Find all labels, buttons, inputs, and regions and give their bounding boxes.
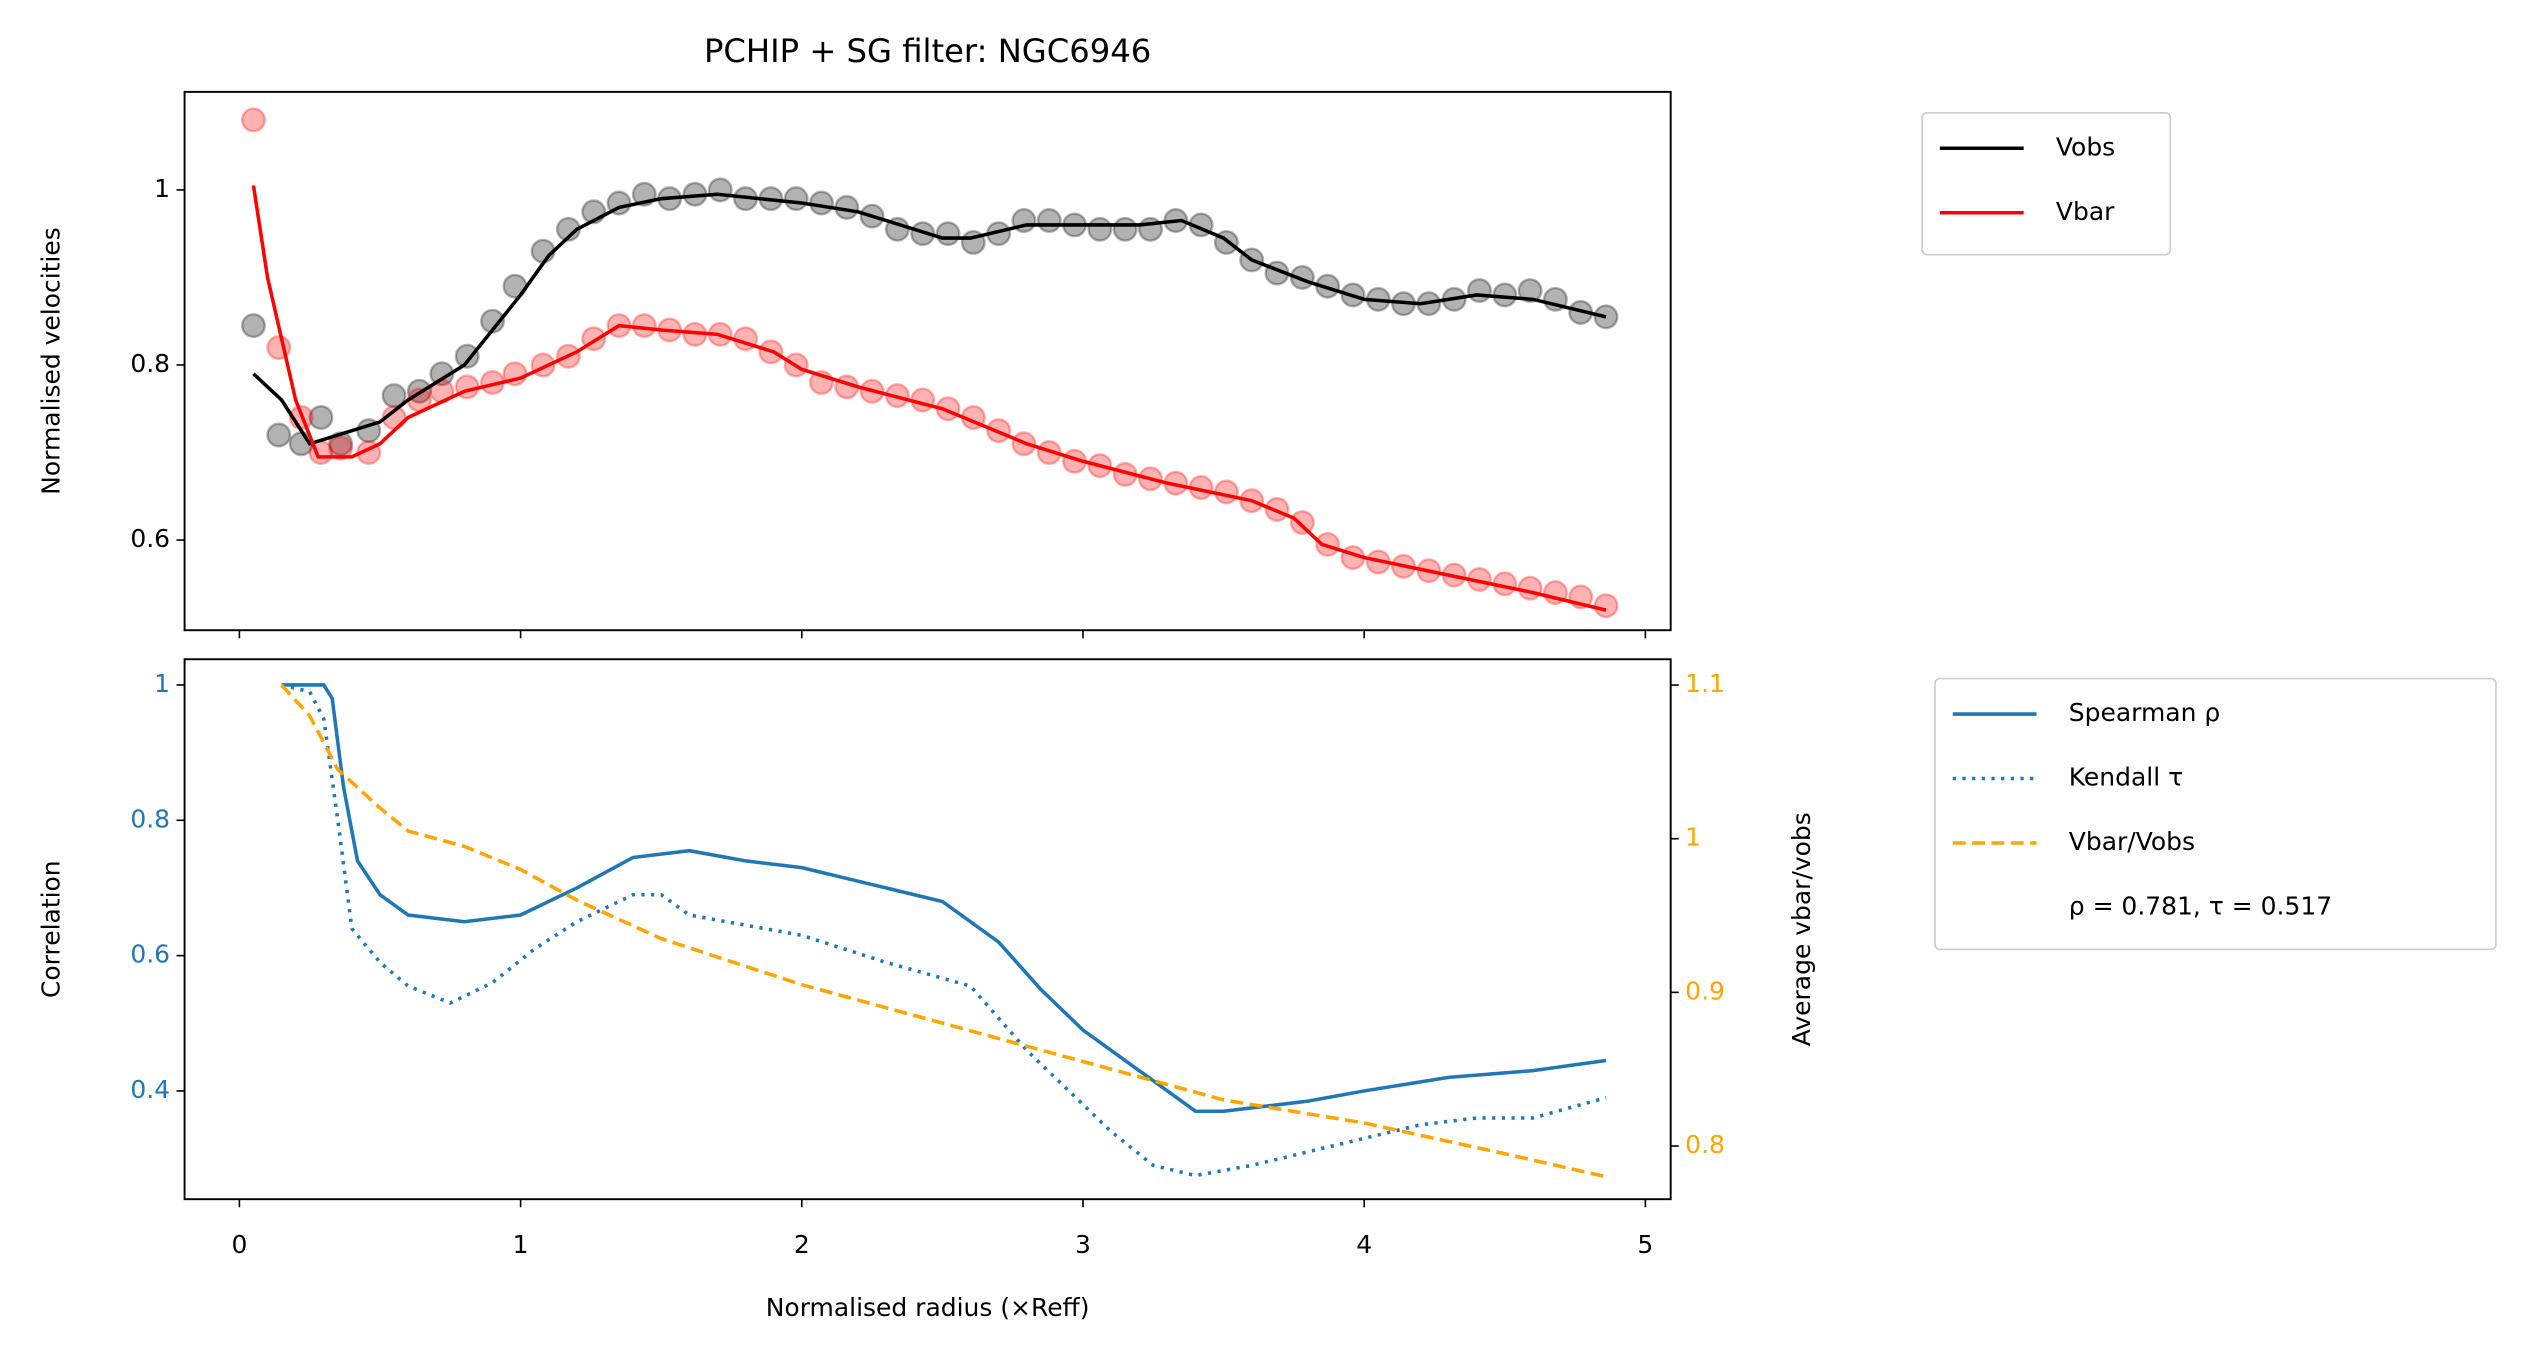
point — [808, 190, 834, 216]
legend-label: Vbar — [2056, 197, 2115, 226]
plot-area — [240, 107, 1619, 619]
y2-axis-label: Average vbar/vobs — [1787, 812, 1816, 1046]
axes-frame — [183, 90, 1672, 632]
point — [328, 435, 354, 461]
y-tick-label: 0.6 — [130, 524, 170, 553]
x-tick-label: 5 — [1637, 1230, 1653, 1259]
x-tick-label: 3 — [1075, 1230, 1091, 1259]
y-tick-label: 0.8 — [130, 804, 170, 833]
point — [1593, 593, 1619, 619]
chart-title: PCHIP + SG filter: NGC6946 — [704, 32, 1151, 70]
series-line — [251, 185, 1607, 612]
point — [1213, 479, 1239, 505]
point — [240, 313, 266, 339]
axes-frame — [183, 658, 1672, 1201]
y-tick-label: 0.6 — [130, 940, 170, 969]
y-axis-label: Normalised velocities — [36, 227, 65, 495]
y-tick-label: 0.8 — [130, 349, 170, 378]
point — [1517, 575, 1543, 601]
point — [1289, 510, 1315, 536]
point — [1036, 208, 1062, 234]
legend-label: Vbar/Vobs — [2069, 827, 2195, 856]
plot-area — [280, 683, 1607, 1179]
point — [707, 177, 733, 203]
point — [240, 107, 266, 133]
y2-tick-label: 1 — [1685, 823, 1701, 852]
x-tick-label: 1 — [513, 1230, 529, 1259]
y2-tick-label: 0.9 — [1685, 976, 1725, 1005]
legend-box — [1921, 112, 2172, 256]
y2-tick-label: 1.1 — [1685, 669, 1725, 698]
point — [454, 343, 480, 369]
x-tick-label: 0 — [231, 1230, 247, 1259]
point — [308, 405, 334, 431]
y-tick-label: 0.4 — [130, 1075, 170, 1104]
point — [631, 313, 657, 339]
point — [266, 422, 292, 448]
point — [783, 186, 809, 212]
series-line — [252, 192, 1607, 446]
x-tick-label: 2 — [794, 1230, 810, 1259]
point — [1466, 278, 1492, 304]
point — [1087, 216, 1113, 242]
series-line — [281, 683, 1607, 1114]
legend-label: Vobs — [2056, 132, 2115, 161]
y-tick-label: 1 — [154, 669, 170, 698]
legend-annotation: ρ = 0.781, τ = 0.517 — [2069, 891, 2332, 920]
point — [1112, 216, 1138, 242]
series-line — [280, 683, 1607, 1179]
point — [381, 383, 407, 409]
legend-label: Spearman ρ — [2069, 698, 2220, 727]
y-axis-label: Correlation — [36, 860, 65, 998]
x-tick-label: 4 — [1356, 1230, 1372, 1259]
series-line — [281, 683, 1607, 1178]
x-axis-label: Normalised radius (×Reff) — [766, 1293, 1090, 1322]
legend-label: Kendall τ — [2069, 763, 2183, 792]
legend-box — [1934, 677, 2497, 951]
point — [935, 221, 961, 247]
y2-tick-label: 0.8 — [1685, 1130, 1725, 1159]
y-tick-label: 1 — [154, 174, 170, 203]
point — [1517, 278, 1543, 304]
